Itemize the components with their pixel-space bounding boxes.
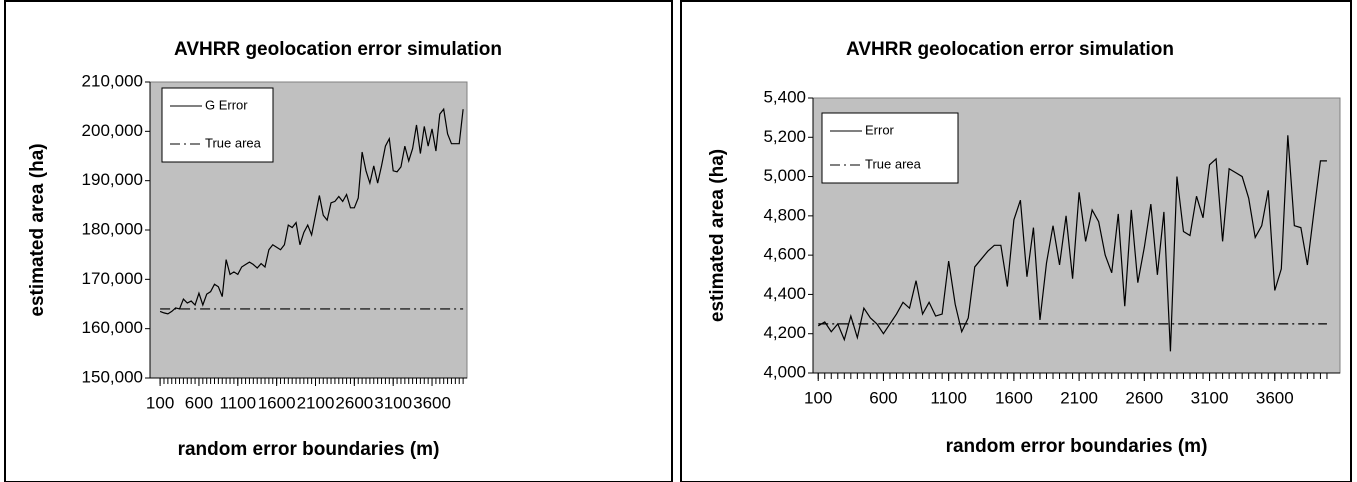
y-tick-label: 210,000: [82, 71, 143, 90]
data-line: [817, 135, 1327, 352]
x-axis-title: random error boundaries (m): [946, 436, 1208, 457]
chart-title: AVHRR geolocation error simulation: [174, 39, 502, 60]
x-tick-label: 3100: [374, 393, 412, 412]
x-tick-label: 2100: [297, 393, 335, 412]
legend-label: True area: [865, 156, 922, 171]
y-tick-label: 4,800: [763, 205, 806, 224]
y-axis-title: estimated area (ha): [27, 143, 48, 316]
x-tick-label: 3600: [1256, 388, 1294, 407]
legend-label: Error: [865, 122, 895, 137]
y-tick-label: 4,200: [763, 323, 806, 342]
y-tick-label: 4,000: [763, 362, 806, 381]
y-tick-label: 4,400: [763, 284, 806, 303]
y-tick-label: 4,600: [763, 245, 806, 264]
x-tick-label: 600: [869, 388, 897, 407]
y-tick-label: 200,000: [82, 121, 143, 140]
y-tick-label: 160,000: [82, 318, 143, 337]
y-axis-title: estimated area (ha): [707, 149, 728, 322]
x-tick-label: 2600: [335, 393, 373, 412]
legend-box: [821, 112, 959, 184]
x-tick-label: 1600: [995, 388, 1033, 407]
x-tick-label: 2100: [1060, 388, 1098, 407]
legend-label: G Error: [205, 97, 248, 112]
y-tick-label: 5,000: [763, 166, 806, 185]
x-tick-label: 3600: [413, 393, 451, 412]
x-axis-title: random error boundaries (m): [178, 439, 440, 460]
legend-box: [161, 87, 274, 163]
x-tick-label: 100: [146, 393, 174, 412]
y-tick-label: 5,200: [763, 127, 806, 146]
x-tick-label: 1100: [220, 393, 257, 412]
y-tick-label: 190,000: [82, 170, 143, 189]
chart-title: AVHRR geolocation error simulation: [846, 39, 1174, 60]
y-tick-label: 170,000: [82, 269, 143, 288]
y-tick-label: 150,000: [82, 367, 143, 386]
y-tick-label: 5,400: [763, 87, 806, 106]
x-tick-label: 1600: [258, 393, 296, 412]
x-tick-label: 600: [185, 393, 213, 412]
y-tick-label: 180,000: [82, 219, 143, 238]
legend-label: True area: [205, 135, 262, 150]
x-tick-label: 3100: [1191, 388, 1229, 407]
data-line: [159, 107, 464, 315]
x-tick-label: 100: [804, 388, 832, 407]
x-tick-label: 1100: [930, 388, 967, 407]
x-tick-label: 2600: [1125, 388, 1163, 407]
